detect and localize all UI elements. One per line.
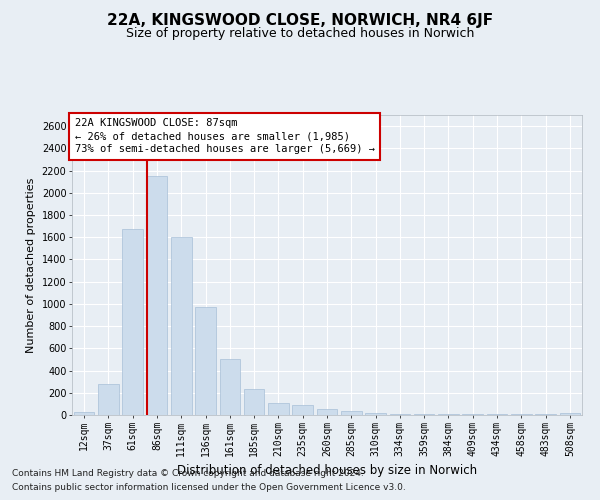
Text: Size of property relative to detached houses in Norwich: Size of property relative to detached ho… <box>126 28 474 40</box>
Bar <box>122 229 143 415</box>
Text: Contains public sector information licensed under the Open Government Licence v3: Contains public sector information licen… <box>12 484 406 492</box>
Bar <box>560 414 580 415</box>
Bar <box>98 384 119 415</box>
X-axis label: Distribution of detached houses by size in Norwich: Distribution of detached houses by size … <box>177 464 477 477</box>
Text: 22A KINGSWOOD CLOSE: 87sqm
← 26% of detached houses are smaller (1,985)
73% of s: 22A KINGSWOOD CLOSE: 87sqm ← 26% of deta… <box>74 118 374 154</box>
Bar <box>195 306 216 415</box>
Bar <box>389 414 410 415</box>
Bar <box>365 413 386 415</box>
Bar <box>268 403 289 415</box>
Y-axis label: Number of detached properties: Number of detached properties <box>26 178 36 352</box>
Text: 22A, KINGSWOOD CLOSE, NORWICH, NR4 6JF: 22A, KINGSWOOD CLOSE, NORWICH, NR4 6JF <box>107 12 493 28</box>
Bar <box>74 412 94 415</box>
Bar <box>146 176 167 415</box>
Bar <box>438 414 459 415</box>
Bar <box>487 414 508 415</box>
Bar <box>244 389 265 415</box>
Bar <box>220 360 240 415</box>
Bar <box>292 405 313 415</box>
Bar <box>414 414 434 415</box>
Bar <box>317 410 337 415</box>
Text: Contains HM Land Registry data © Crown copyright and database right 2024.: Contains HM Land Registry data © Crown c… <box>12 468 364 477</box>
Bar <box>511 414 532 415</box>
Bar <box>171 237 191 415</box>
Bar <box>341 410 362 415</box>
Bar <box>463 414 483 415</box>
Bar <box>535 414 556 415</box>
